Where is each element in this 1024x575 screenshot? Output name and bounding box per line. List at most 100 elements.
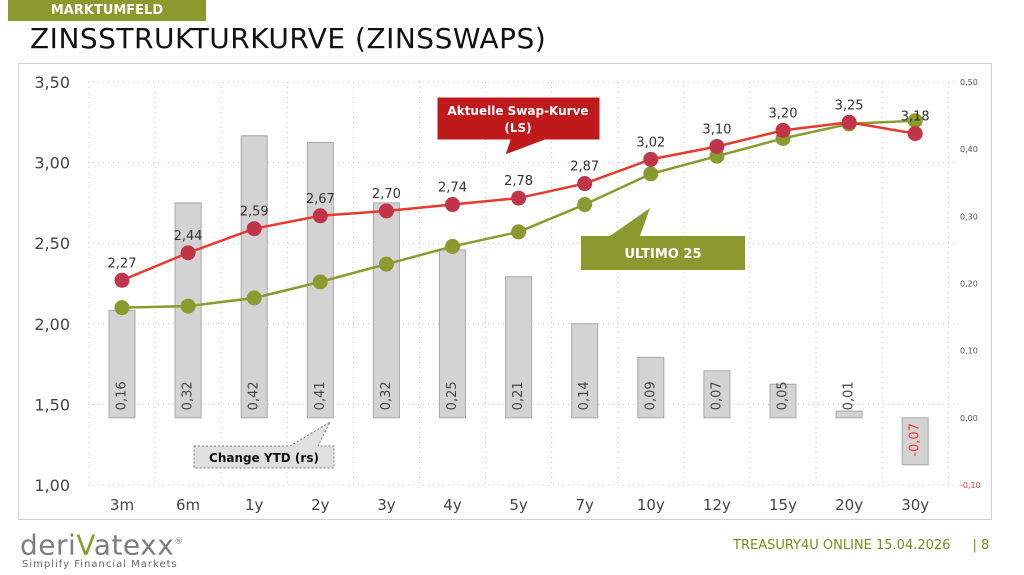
bar-value-label: 0,32 [181, 381, 196, 410]
change-bar [901, 417, 929, 466]
current-value-label: 2,67 [306, 192, 335, 207]
brand-tagline: Simplify Financial Markets [22, 559, 178, 571]
current-point [445, 197, 460, 213]
x-tick-label: 12y [703, 496, 731, 514]
x-tick-label: 10y [637, 496, 665, 514]
callout-ultimo-bg [581, 208, 745, 270]
section-tag: MARKTUMFELD [8, 0, 206, 21]
y-left-tick-label: 2,00 [34, 315, 70, 334]
x-tick-label: 3m [110, 496, 134, 514]
current-value-label: 3,20 [769, 106, 798, 121]
change-bar [835, 410, 863, 419]
ultimo-point [180, 298, 196, 314]
bar-value-label: 0,01 [842, 381, 857, 410]
current-value-label: 3,25 [835, 98, 864, 113]
y-right-tick-label: 0,00 [960, 414, 978, 423]
bar-value-label: 0,09 [643, 381, 658, 410]
callout-current-line2: (LS) [504, 121, 531, 135]
callout-change-bg [193, 420, 335, 469]
y-left-tick-label: 1,50 [34, 395, 70, 414]
callout-current-bg [436, 96, 601, 156]
x-tick-label: 15y [769, 496, 797, 514]
current-point [378, 203, 394, 219]
ultimo-point [246, 290, 262, 306]
ultimo-point [577, 197, 593, 213]
current-value-label: 2,74 [438, 181, 467, 196]
x-tick-label: 30y [901, 496, 929, 514]
bar-value-label: 0,05 [776, 381, 791, 410]
current-value-label: 2,87 [570, 160, 599, 175]
ultimo-point [114, 300, 130, 316]
change-bar [571, 323, 599, 419]
current-value-label: 2,27 [108, 256, 137, 271]
y-right-tick-label: 0,50 [960, 78, 978, 87]
current-value-label: 2,44 [174, 229, 203, 244]
page-title: ZINSSTRUKTURKURVE (ZINSSWAPS) [30, 22, 547, 55]
brand-v: V [76, 528, 94, 562]
x-tick-label: 7y [575, 496, 594, 514]
current-point [114, 272, 130, 288]
current-point [180, 245, 196, 261]
current-value-label: 2,59 [240, 205, 269, 220]
bar-value-label: 0,16 [115, 381, 130, 410]
change-bar [108, 309, 136, 419]
x-tick-label: 3y [377, 496, 396, 514]
change-bar [769, 383, 797, 419]
x-tick-label: 20y [835, 496, 863, 514]
bar-value-label: 0,41 [313, 381, 328, 410]
brand-logo: deriVatexx® Simplify Financial Markets [20, 528, 184, 571]
ultimo-point [312, 274, 328, 290]
bar-value-label: 0,21 [511, 381, 526, 410]
x-tick-label: 4y [443, 496, 462, 514]
chart-frame [18, 63, 992, 520]
current-point [841, 114, 857, 130]
y-right-tick-label: 0,40 [960, 145, 978, 154]
current-point [907, 126, 923, 142]
ultimo-point [378, 256, 394, 272]
footer-date: TREASURY4U ONLINE 15.04.2026 [733, 538, 951, 553]
current-value-label: 2,78 [504, 174, 533, 189]
bar-value-label: 0,14 [577, 381, 592, 410]
y-left-tick-label: 1,00 [34, 476, 70, 495]
x-tick-label: 5y [509, 496, 528, 514]
y-right-tick-label: 0,10 [960, 347, 978, 356]
y-right-tick-label: 0,30 [960, 212, 978, 221]
ultimo-point [907, 113, 923, 129]
current-point [577, 176, 593, 192]
bar-value-label: 0,25 [445, 381, 460, 410]
current-value-label: 3,02 [636, 135, 665, 150]
bar-value-label: -0,07 [908, 423, 923, 457]
y-left-tick-label: 2,50 [34, 234, 70, 253]
y-right-tick-label: -0,10 [960, 481, 981, 490]
change-bar [637, 356, 665, 419]
bar-value-label: 0,07 [709, 381, 724, 410]
callout-current-line1: Aktuelle Swap-Kurve [447, 104, 588, 118]
change-bar [703, 370, 731, 419]
brand-post: atexx [93, 528, 175, 562]
brand-pre: deri [20, 528, 77, 562]
current-value-label: 2,70 [372, 187, 401, 202]
callout-ultimo-label: ULTIMO 25 [625, 247, 702, 262]
current-point [246, 221, 262, 237]
y-left-tick-label: 3,50 [34, 73, 70, 92]
bar-value-label: 0,32 [379, 381, 394, 410]
current-point [511, 190, 527, 206]
ultimo-point [643, 166, 659, 182]
current-point [312, 208, 328, 224]
change-bar [505, 276, 533, 419]
callout-change-label: Change YTD (rs) [209, 451, 319, 465]
current-point [643, 151, 659, 167]
current-point [709, 138, 725, 154]
change-bar [372, 202, 400, 419]
ultimo-point [511, 224, 527, 240]
current-value-label: 3,10 [702, 122, 731, 137]
x-tick-label: 2y [311, 496, 330, 514]
brand-mark: ® [174, 537, 184, 547]
current-point [775, 122, 791, 138]
page-number: | 8 [972, 538, 990, 553]
change-bar [240, 135, 268, 419]
current-value-label: 3,18 [901, 110, 930, 125]
x-tick-label: 1y [245, 496, 264, 514]
x-tick-label: 6m [176, 496, 200, 514]
